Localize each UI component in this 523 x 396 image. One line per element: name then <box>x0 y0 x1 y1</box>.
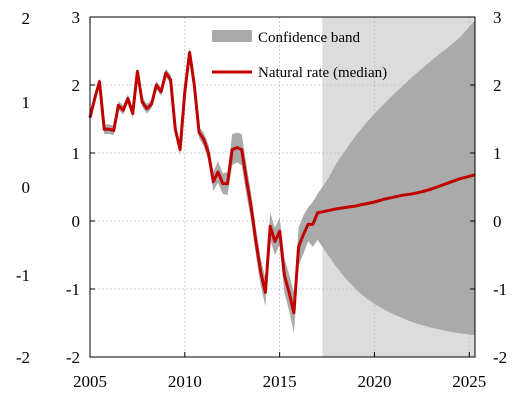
left-inner-tick-label: 2 <box>72 76 81 95</box>
left-outer-tick-label: -1 <box>16 266 30 285</box>
left-outer-tick-label: 1 <box>22 93 31 112</box>
x-axis-ticks: 2005 2010 2015 2020 2025 <box>73 352 486 391</box>
left-inner-tick-label: 1 <box>72 144 81 163</box>
right-axis-ticks: 3 2 1 0 -1 -2 <box>470 8 507 367</box>
right-tick-label: -1 <box>493 280 507 299</box>
left-outer-axis-ticks: 2 1 0 -1 -2 <box>16 9 30 367</box>
right-tick-label: -2 <box>493 348 507 367</box>
left-outer-tick-label: 2 <box>22 9 31 28</box>
left-outer-tick-label: -2 <box>16 348 30 367</box>
left-outer-tick-label: 0 <box>22 178 31 197</box>
confidence-band <box>90 20 475 336</box>
legend-band-label: Confidence band <box>258 30 361 46</box>
x-tick-label: 2020 <box>357 372 391 391</box>
legend: Confidence band Natural rate (median) <box>212 30 387 81</box>
median-line <box>88 50 476 315</box>
left-inner-tick-label: -1 <box>66 280 80 299</box>
x-tick-label: 2010 <box>168 372 202 391</box>
right-tick-label: 3 <box>493 8 502 27</box>
plot-area <box>88 16 476 358</box>
right-tick-label: 1 <box>493 144 502 163</box>
left-inner-axis-ticks: 3 2 1 0 -1 -2 <box>66 8 95 367</box>
right-tick-label: 2 <box>493 76 502 95</box>
x-tick-label: 2025 <box>452 372 486 391</box>
left-inner-tick-label: -2 <box>66 348 80 367</box>
legend-band-swatch <box>212 30 252 42</box>
plot-frame <box>89 16 476 358</box>
x-tick-label: 2005 <box>73 372 107 391</box>
left-inner-tick-label: 3 <box>72 8 81 27</box>
legend-line-label: Natural rate (median) <box>258 65 387 81</box>
x-tick-label: 2015 <box>263 372 297 391</box>
right-tick-label: 0 <box>493 212 502 231</box>
left-inner-tick-label: 0 <box>72 212 81 231</box>
